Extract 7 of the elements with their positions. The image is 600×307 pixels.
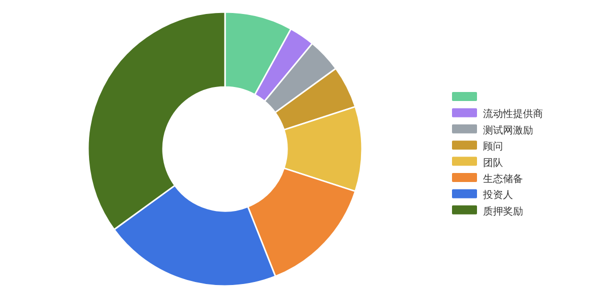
legend-label: 测试网激励 [483,124,533,136]
legend-label: 流动性提供商 [483,108,543,120]
legend-label: 顾问 [483,140,503,153]
legend-label: 质押奖励 [483,205,523,218]
legend-label: 投资人 [482,189,513,202]
legend-label: 生态储备 [483,173,523,185]
legend-label: 团队 [483,156,503,169]
